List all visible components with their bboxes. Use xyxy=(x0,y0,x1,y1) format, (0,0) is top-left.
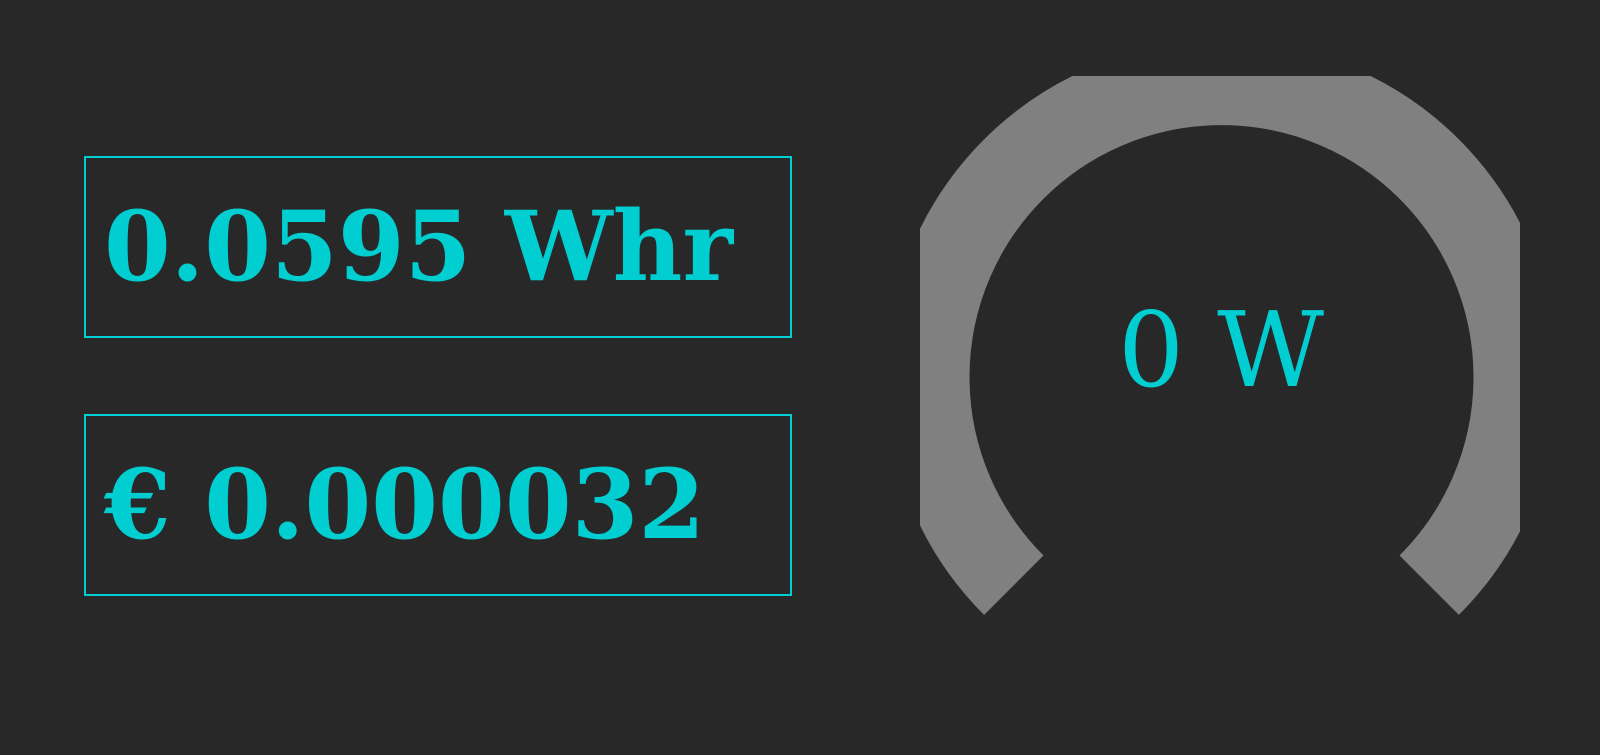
cost-readout-box: € 0.000032 xyxy=(84,414,792,596)
cost-value: € 0.000032 xyxy=(104,448,706,561)
energy-readout-box: 0.0595 Whr xyxy=(84,156,792,338)
gauge-track xyxy=(920,76,1520,615)
energy-value: 0.0595 Whr xyxy=(104,190,734,303)
power-gauge: 0 W xyxy=(920,76,1520,615)
power-value: 0 W xyxy=(1118,289,1324,411)
